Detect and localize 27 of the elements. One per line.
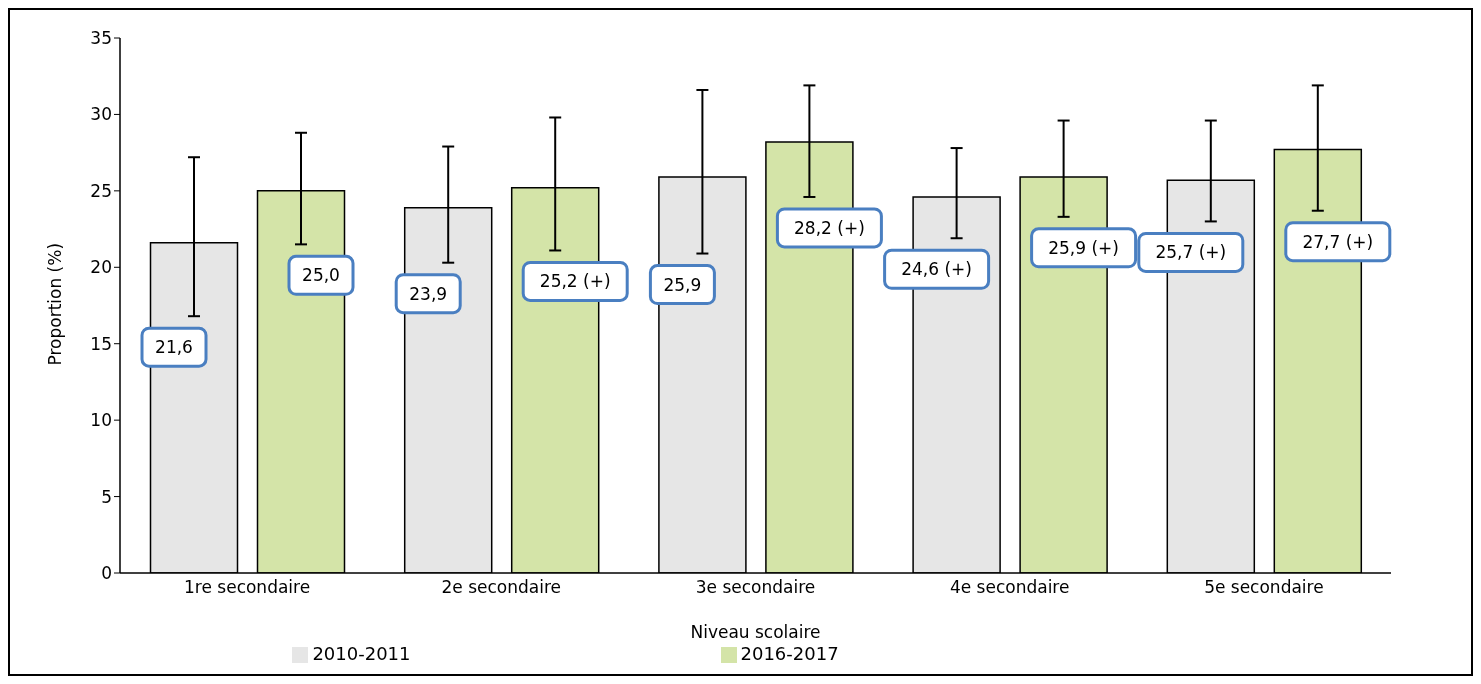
x-tick-label: 1re secondaire	[184, 577, 311, 598]
data-label: 24,6 (+)	[901, 259, 972, 280]
legend-label: 2016-2017	[740, 643, 839, 664]
x-tick-label: 5e secondaire	[1204, 577, 1324, 598]
data-label: 25,9 (+)	[1048, 237, 1119, 258]
y-tick-label: 0	[101, 563, 112, 584]
data-label: 25,7 (+)	[1155, 242, 1227, 263]
y-tick-label: 20	[90, 257, 112, 278]
x-tick-label: 4e secondaire	[949, 577, 1070, 598]
x-axis-title: Niveau scolaire	[690, 622, 821, 642]
data-label: 25,9	[663, 274, 702, 295]
y-tick-label: 30	[90, 104, 112, 125]
y-tick-label: 15	[90, 333, 112, 354]
data-label: 28,2 (+)	[794, 217, 865, 238]
data-label: 21,6	[155, 337, 193, 358]
y-tick-label: 5	[101, 486, 112, 507]
y-tick-label: 25	[90, 180, 112, 201]
legend-label: 2010-2011	[312, 643, 411, 664]
data-label: 25,2 (+)	[539, 271, 611, 292]
y-tick-label: 35	[90, 28, 112, 49]
x-tick-label: 3e secondaire	[695, 577, 816, 598]
data-label: 23,9	[409, 283, 448, 304]
data-label: 27,7 (+)	[1302, 231, 1374, 252]
y-axis-title: Proportion (%)	[45, 242, 66, 366]
x-tick-label: 2e secondaire	[441, 577, 562, 598]
data-label: 25,0	[302, 265, 340, 286]
y-tick-label: 10	[90, 410, 112, 431]
